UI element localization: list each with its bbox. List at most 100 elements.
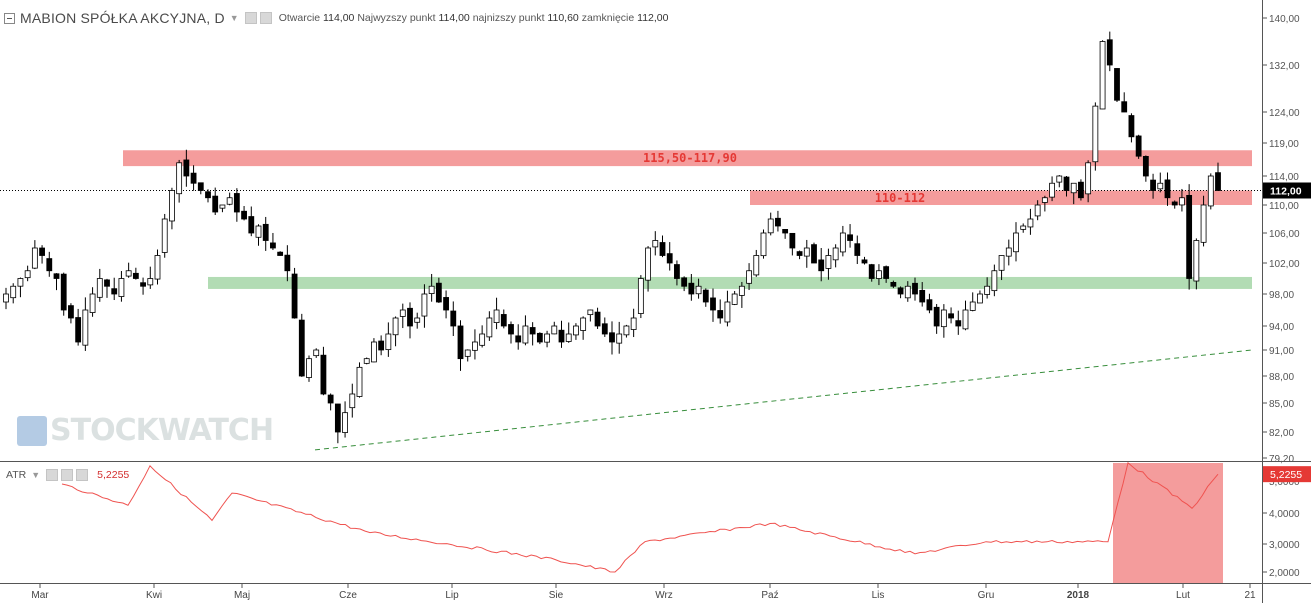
chevron-down-icon[interactable]: ▼	[229, 13, 239, 23]
candle-body	[796, 251, 803, 256]
y-tick-label: 114,00	[1269, 172, 1299, 183]
candle-body	[883, 266, 890, 279]
y-tick-label: 79,20	[1269, 454, 1294, 465]
chevron-down-icon[interactable]: ▼	[31, 470, 41, 480]
x-tick-label: Lut	[1176, 590, 1190, 601]
stockwatch-watermark: STOCKWATCH	[17, 413, 274, 448]
candle-body	[767, 218, 774, 234]
candle-body	[594, 311, 601, 327]
candle-body	[298, 319, 305, 377]
x-tick-label: Lis	[872, 590, 885, 601]
atr-value-badge-label: 5,2255	[1270, 469, 1302, 481]
settings-icon[interactable]	[259, 12, 272, 24]
candle-body	[1041, 197, 1048, 203]
candle-body	[479, 333, 486, 346]
candle-body	[847, 234, 853, 241]
y-tick-label: 102,00	[1269, 259, 1300, 270]
candle-body	[515, 335, 522, 343]
zone-label: 110-112	[875, 191, 926, 205]
x-tick-label: Wrz	[655, 590, 673, 601]
candle-body	[731, 293, 738, 305]
candle-body	[912, 282, 918, 295]
candle-body	[457, 325, 464, 360]
candle-body	[724, 301, 731, 323]
candle-body	[486, 317, 493, 338]
candle-body	[529, 327, 536, 335]
candle-body	[233, 193, 240, 213]
atr-value: 5,2255	[97, 469, 130, 481]
candle-body	[241, 210, 247, 220]
x-tick-label: Mar	[31, 590, 49, 601]
candle-body	[10, 285, 17, 299]
candle-body	[775, 217, 781, 227]
candle-body	[753, 255, 760, 276]
candle-body	[681, 277, 688, 287]
candle-body	[1135, 135, 1142, 157]
atr-line	[61, 461, 1219, 573]
collapse-button[interactable]	[4, 12, 15, 24]
atr-label[interactable]: ATR	[6, 469, 27, 481]
candle-body	[630, 317, 637, 330]
candle-body	[1207, 175, 1214, 207]
candle-body	[789, 232, 796, 249]
candle-body	[746, 270, 752, 284]
candle-body	[854, 243, 861, 256]
last-price-badge	[1263, 182, 1311, 199]
candle-body	[962, 309, 969, 330]
candle-body	[414, 317, 421, 323]
atr-tick-label: 5,0000	[1269, 477, 1300, 488]
candle-body	[702, 289, 709, 303]
candle-body	[803, 247, 810, 257]
candle-body	[24, 270, 31, 279]
settings-icon[interactable]	[61, 469, 74, 481]
candle-body	[876, 270, 882, 279]
candle-body	[811, 244, 817, 264]
candle-body	[1092, 105, 1099, 163]
candle-body	[1164, 179, 1171, 199]
candle-body	[111, 288, 118, 295]
candle-body	[284, 254, 291, 272]
candle-body	[890, 281, 897, 287]
candle-body	[904, 285, 911, 299]
eye-icon[interactable]	[46, 469, 59, 481]
candle-body	[399, 309, 406, 317]
symbol-title[interactable]: MABION SPÓŁKA AKCYJNA, D	[20, 10, 225, 26]
eye-icon[interactable]	[244, 12, 257, 24]
candle-body	[428, 285, 435, 294]
candle-body	[75, 317, 82, 343]
candle-body	[666, 253, 673, 264]
candle-body	[839, 232, 846, 253]
candle-body	[818, 259, 825, 272]
candle-body	[320, 354, 327, 395]
candle-body	[558, 329, 565, 343]
candle-body	[551, 325, 558, 335]
candle-body	[270, 242, 276, 249]
candle-body	[1049, 182, 1055, 198]
y-tick-label: 124,00	[1269, 108, 1300, 119]
candle-body	[378, 340, 385, 351]
candle-body	[255, 225, 262, 238]
candle-body	[1150, 179, 1156, 191]
y-tick-label: 98,00	[1269, 290, 1294, 301]
candle-body	[472, 341, 478, 351]
candle-body	[1121, 101, 1128, 113]
candle-body	[183, 159, 190, 177]
candle-body	[118, 278, 125, 297]
candle-body	[356, 366, 363, 397]
candle-body	[674, 264, 680, 279]
candle-body	[573, 325, 579, 336]
candle-body	[60, 273, 67, 311]
candle-body	[334, 403, 341, 433]
candle-body	[522, 325, 529, 344]
candle-body	[125, 270, 132, 277]
candle-body	[868, 264, 875, 279]
candle-body	[933, 306, 940, 327]
close-icon[interactable]	[76, 469, 89, 481]
candle-body	[219, 204, 226, 209]
candle-body	[1070, 182, 1077, 194]
atr-tick-label: 2,0000	[1269, 568, 1300, 579]
candle-body	[435, 282, 442, 303]
zone-band	[208, 276, 1252, 289]
x-tick-label: 21	[1244, 590, 1256, 601]
